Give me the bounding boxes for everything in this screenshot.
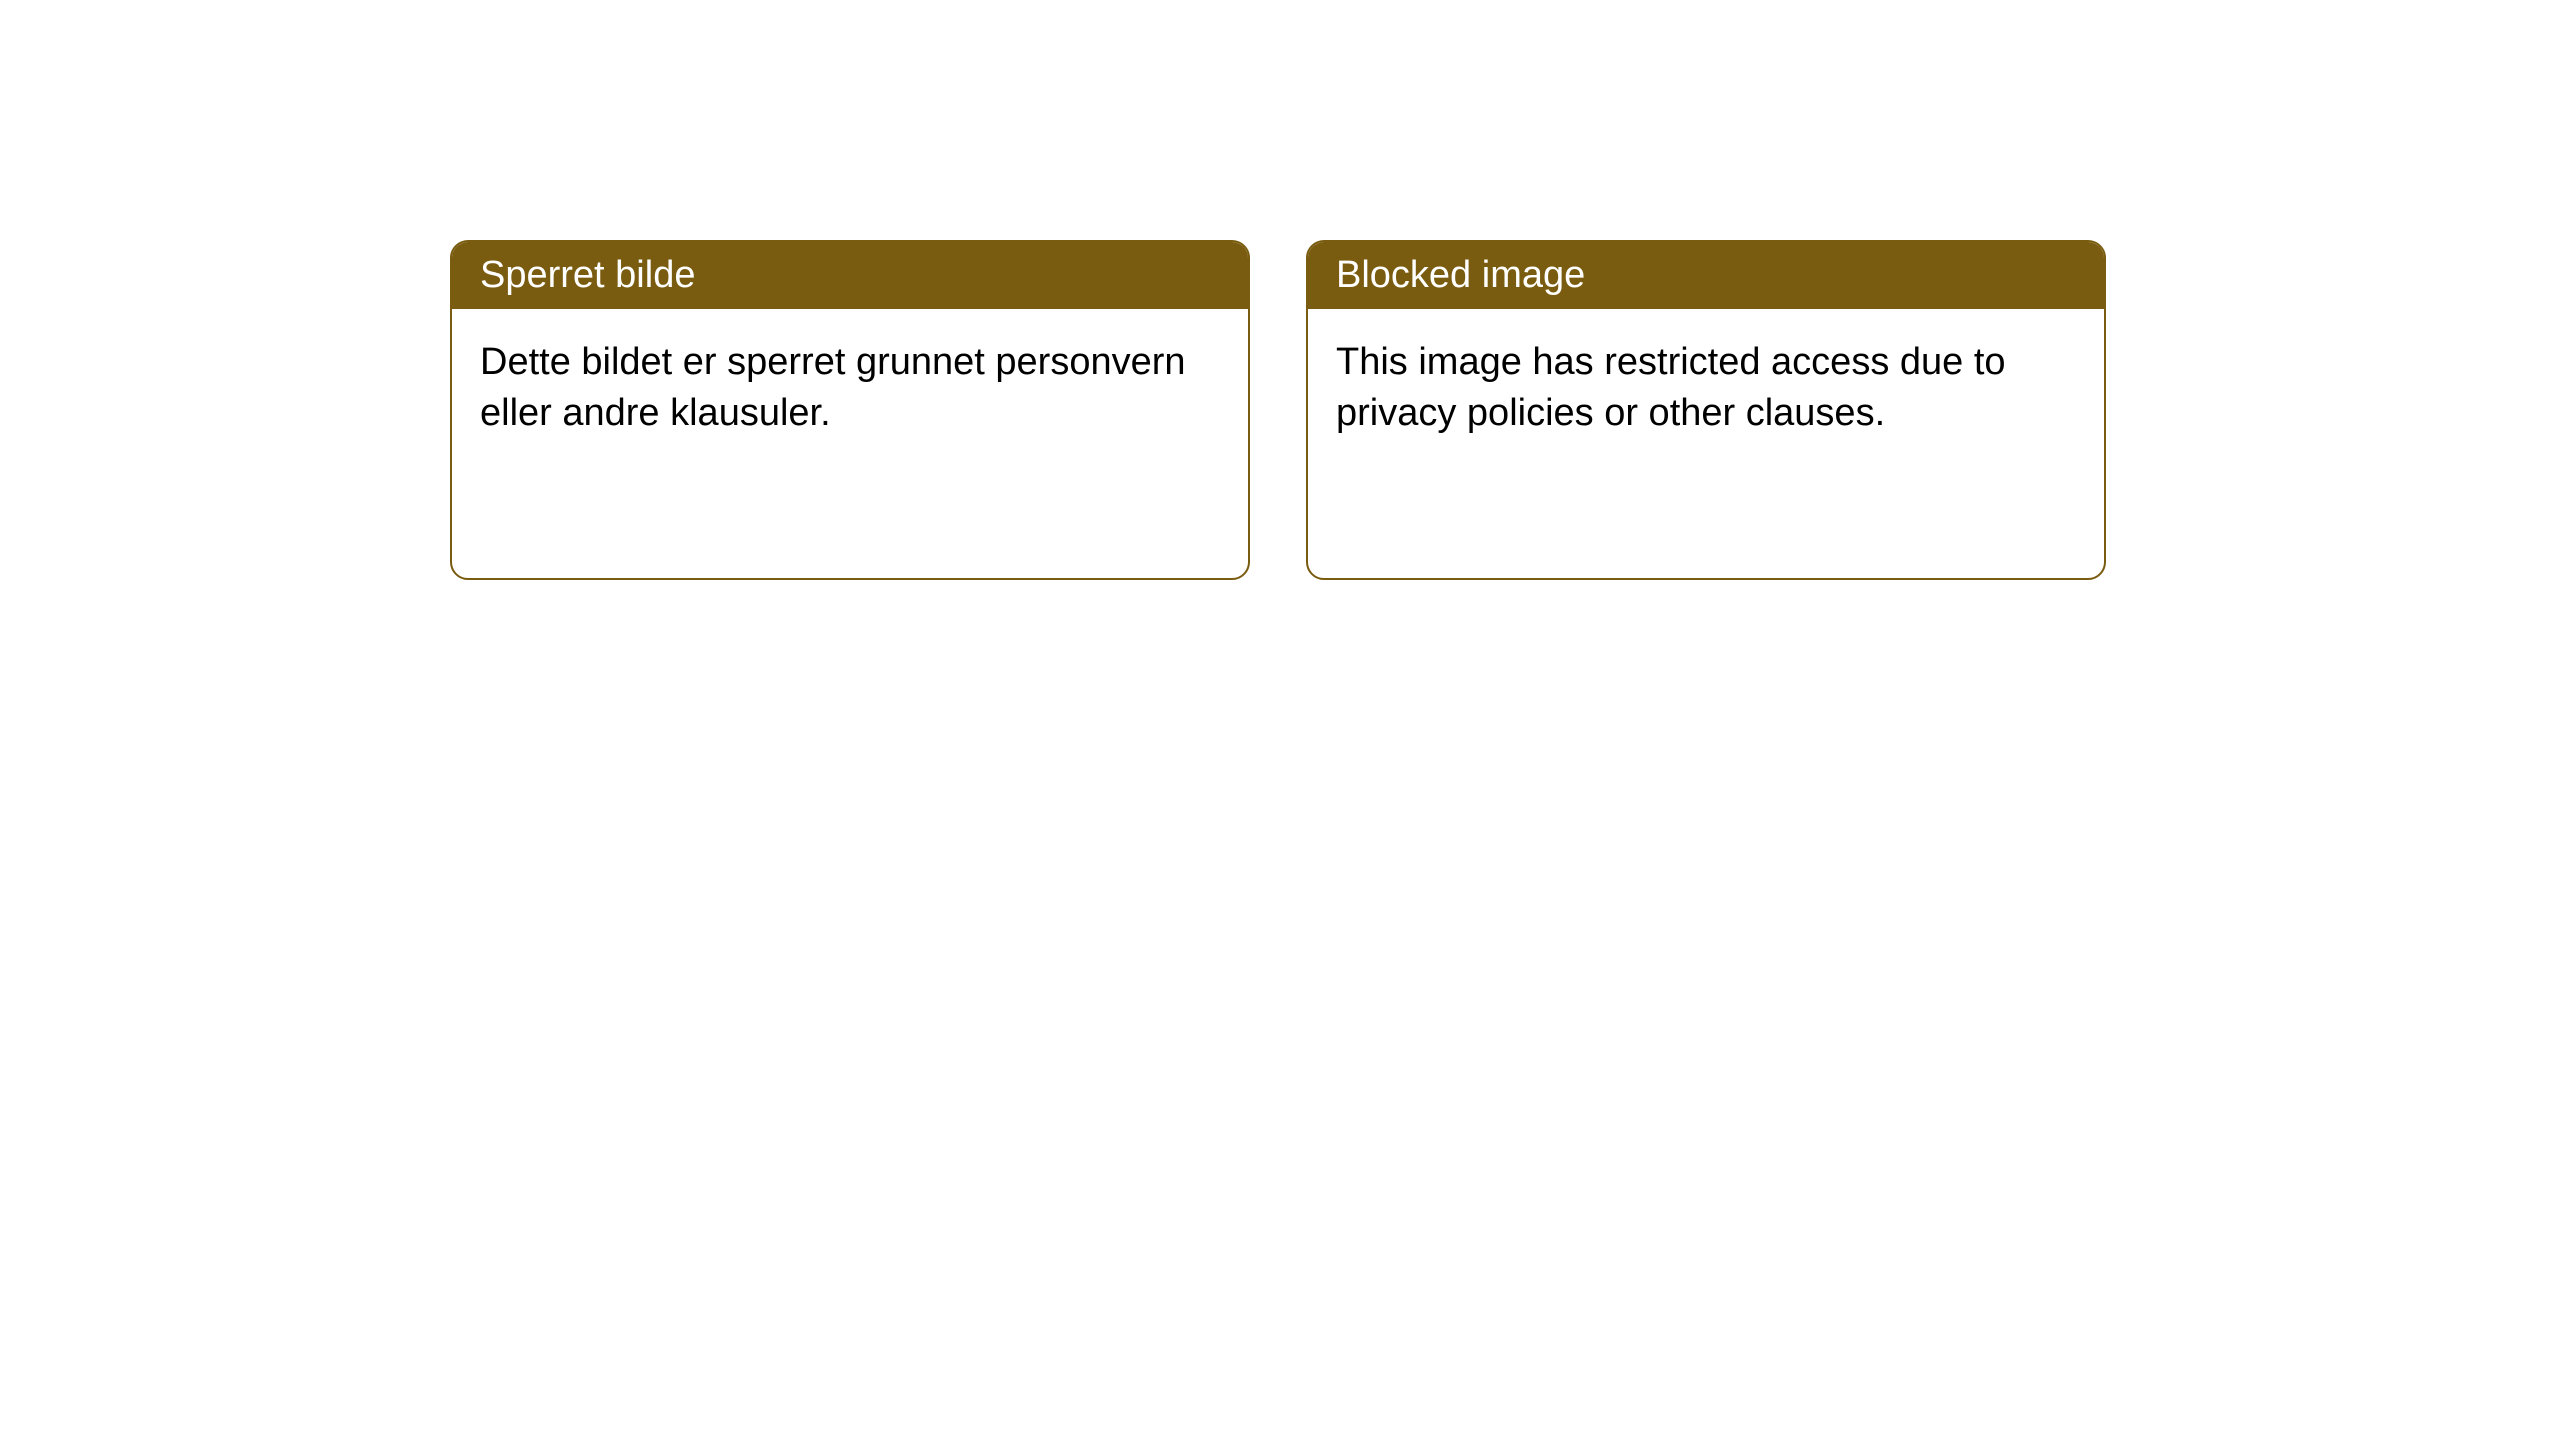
card-message: Dette bildet er sperret grunnet personve… [480,341,1186,434]
card-body: This image has restricted access due to … [1308,309,2104,468]
card-title: Sperret bilde [480,254,695,296]
card-title: Blocked image [1336,254,1585,296]
card-body: Dette bildet er sperret grunnet personve… [452,309,1248,468]
card-header: Sperret bilde [452,242,1248,309]
card-header: Blocked image [1308,242,2104,309]
notice-card-english: Blocked image This image has restricted … [1306,240,2106,580]
notice-card-norwegian: Sperret bilde Dette bildet er sperret gr… [450,240,1250,580]
notice-container: Sperret bilde Dette bildet er sperret gr… [0,0,2560,580]
card-message: This image has restricted access due to … [1336,341,2006,434]
